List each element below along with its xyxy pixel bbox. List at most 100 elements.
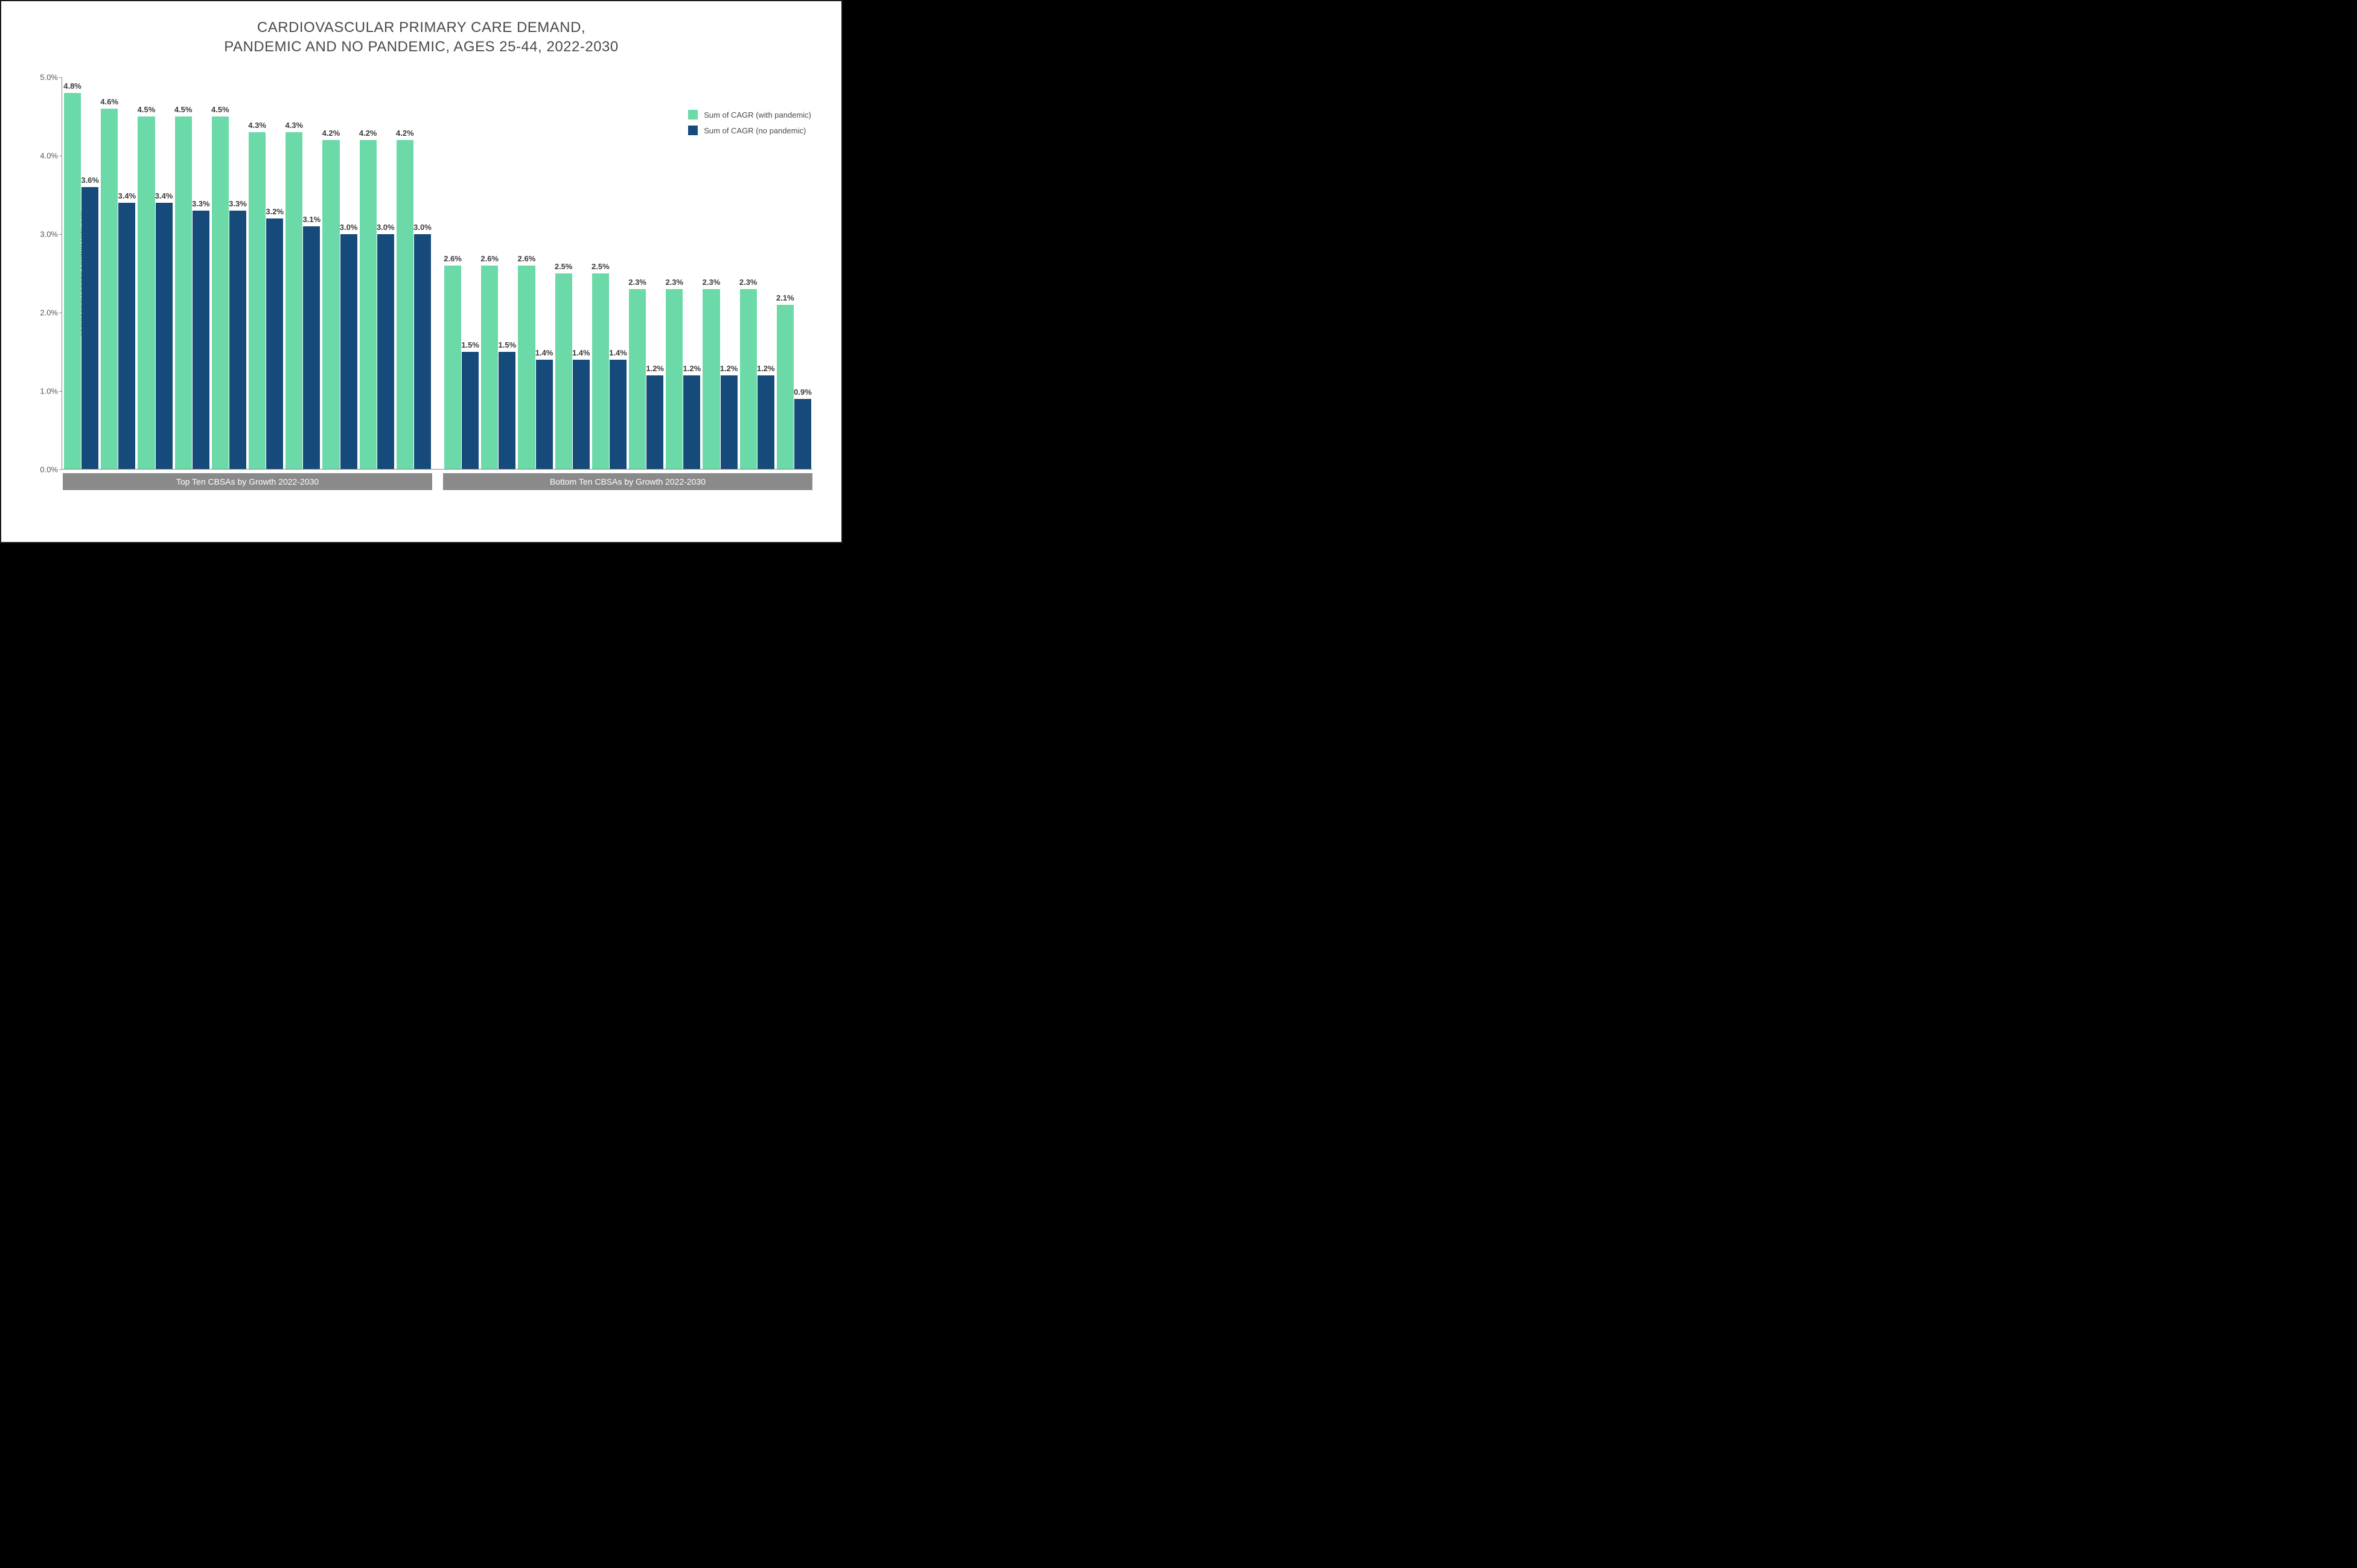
bar-pair: 4.2%3.0% (359, 77, 395, 470)
bar-with-pandemic: 2.5% (592, 273, 609, 470)
group-axis-label: Top Ten CBSAs by Growth 2022-2030 (63, 473, 432, 490)
bar-value-label: 3.0% (377, 223, 395, 234)
bar-pair: 4.2%3.0% (395, 77, 432, 470)
bar-value-label: 4.3% (248, 121, 266, 132)
bar-value-label: 3.0% (413, 223, 432, 234)
bar-no-pandemic: 3.0% (414, 234, 431, 470)
bar-group: 4.8%3.6%4.6%3.4%4.5%3.4%4.5%3.3%4.5%3.3%… (63, 77, 432, 470)
y-axis-tick: 1.0% (31, 387, 58, 396)
bar-with-pandemic: 4.2% (322, 140, 339, 470)
y-axis-tick: 3.0% (31, 230, 58, 239)
y-axis-tick: 2.0% (31, 308, 58, 317)
bar-value-label: 4.2% (396, 129, 414, 140)
bar-value-label: 3.3% (192, 199, 210, 211)
plot-area-wrapper: Compound Annual Growth Rate (%) 4.8%3.6%… (62, 77, 817, 470)
bar-no-pandemic: 3.4% (156, 203, 173, 470)
bar-value-label: 1.2% (720, 364, 738, 375)
bar-pair: 2.5%1.4% (591, 77, 628, 470)
bar-value-label: 1.2% (683, 364, 701, 375)
x-axis-line (62, 469, 812, 470)
bar-value-label: 4.3% (285, 121, 303, 132)
chart-title-line-1: CARDIOVASCULAR PRIMARY CARE DEMAND, (13, 18, 829, 37)
bar-with-pandemic: 2.6% (481, 266, 498, 470)
bar-value-label: 1.4% (609, 348, 627, 360)
bar-pair: 4.2%3.0% (321, 77, 358, 470)
plot-area: 4.8%3.6%4.6%3.4%4.5%3.4%4.5%3.3%4.5%3.3%… (62, 77, 817, 470)
bar-no-pandemic: 3.0% (340, 234, 357, 470)
bar-pair: 4.5%3.3% (211, 77, 247, 470)
bar-pair: 2.3%1.2% (665, 77, 701, 470)
bar-with-pandemic: 2.3% (666, 289, 683, 470)
bar-value-label: 2.5% (555, 262, 573, 273)
bar-pair: 4.6%3.4% (100, 77, 136, 470)
bar-with-pandemic: 2.6% (518, 266, 535, 470)
bar-value-label: 2.3% (665, 278, 683, 289)
bar-value-label: 0.9% (794, 387, 812, 399)
bar-no-pandemic: 1.2% (721, 375, 738, 470)
bar-value-label: 2.3% (739, 278, 757, 289)
bar-value-label: 3.6% (81, 176, 99, 187)
bar-pair: 2.5%1.4% (554, 77, 591, 470)
bar-with-pandemic: 2.3% (740, 289, 757, 470)
bar-value-label: 1.2% (757, 364, 775, 375)
bar-value-label: 1.5% (461, 340, 479, 352)
group-labels-row: Top Ten CBSAs by Growth 2022-2030Bottom … (63, 473, 812, 490)
bar-pair: 2.3%1.2% (628, 77, 665, 470)
bar-with-pandemic: 4.5% (175, 116, 192, 470)
bar-with-pandemic: 4.8% (64, 93, 81, 470)
bar-value-label: 1.4% (535, 348, 553, 360)
chart-title-block: CARDIOVASCULAR PRIMARY CARE DEMAND, PAND… (1, 1, 841, 63)
bar-pair: 4.3%3.2% (247, 77, 284, 470)
bar-group: 2.6%1.5%2.6%1.5%2.6%1.4%2.5%1.4%2.5%1.4%… (443, 77, 812, 470)
bar-with-pandemic: 4.5% (212, 116, 229, 470)
bar-with-pandemic: 4.2% (360, 140, 377, 470)
bar-with-pandemic: 2.1% (777, 305, 794, 470)
bar-value-label: 1.5% (499, 340, 517, 352)
bar-no-pandemic: 1.4% (536, 360, 553, 470)
page-root: CARDIOVASCULAR PRIMARY CARE DEMAND, PAND… (0, 0, 843, 561)
bar-with-pandemic: 2.6% (444, 266, 461, 470)
bar-with-pandemic: 4.6% (101, 109, 118, 470)
bar-value-label: 4.8% (63, 81, 81, 93)
bar-with-pandemic: 2.5% (555, 273, 572, 470)
bar-pair: 2.3%1.2% (739, 77, 776, 470)
bar-pair: 2.1%0.9% (776, 77, 812, 470)
bar-pair: 2.6%1.5% (443, 77, 480, 470)
bar-with-pandemic: 2.3% (629, 289, 646, 470)
bar-value-label: 2.1% (776, 293, 794, 305)
bar-no-pandemic: 1.4% (610, 360, 627, 470)
bar-pair: 2.3%1.2% (701, 77, 738, 470)
y-axis-tick: 4.0% (31, 151, 58, 161)
chart-title-line-2: PANDEMIC AND NO PANDEMIC, AGES 25-44, 20… (13, 37, 829, 57)
bar-no-pandemic: 1.2% (683, 375, 700, 470)
chart-frame: CARDIOVASCULAR PRIMARY CARE DEMAND, PAND… (0, 0, 843, 543)
bar-value-label: 3.1% (303, 215, 321, 226)
bar-with-pandemic: 4.3% (249, 132, 266, 470)
bar-value-label: 4.5% (174, 105, 193, 116)
bar-value-label: 1.4% (572, 348, 590, 360)
bar-value-label: 4.2% (359, 129, 377, 140)
bar-no-pandemic: 0.9% (794, 399, 811, 470)
bar-no-pandemic: 1.5% (462, 352, 479, 470)
bar-no-pandemic: 3.6% (81, 187, 98, 470)
bar-pair: 4.8%3.6% (63, 77, 100, 470)
bar-no-pandemic: 3.1% (303, 226, 320, 470)
bar-pair: 4.5%3.4% (136, 77, 173, 470)
bar-no-pandemic: 3.3% (229, 211, 246, 470)
bar-with-pandemic: 2.3% (703, 289, 719, 470)
bar-value-label: 3.4% (118, 191, 136, 203)
bar-no-pandemic: 3.4% (118, 203, 135, 470)
bar-value-label: 3.0% (340, 223, 358, 234)
bar-no-pandemic: 1.4% (573, 360, 590, 470)
bar-no-pandemic: 1.5% (499, 352, 515, 470)
bar-pair: 2.6%1.4% (517, 77, 553, 470)
bar-value-label: 3.4% (155, 191, 173, 203)
bar-value-label: 1.2% (646, 364, 664, 375)
bar-no-pandemic: 3.0% (377, 234, 394, 470)
bar-value-label: 4.2% (322, 129, 340, 140)
bar-value-label: 3.2% (266, 207, 284, 218)
bar-with-pandemic: 4.2% (397, 140, 413, 470)
bar-value-label: 2.6% (518, 254, 536, 266)
bar-value-label: 3.3% (229, 199, 247, 211)
bar-value-label: 2.6% (444, 254, 462, 266)
